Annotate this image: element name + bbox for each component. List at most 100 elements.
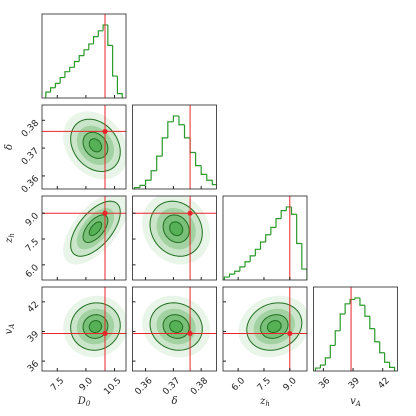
x-axis-label-subscript: h [265,400,270,408]
histogram-step [64,71,70,78]
x-tick-label: 10.5 [102,376,123,397]
x-axis-label-symbol: δ [171,396,177,407]
x-tick-label: 36 [317,376,332,391]
panel-frame [132,286,217,372]
contour [70,200,121,257]
density-level [169,320,183,333]
contour [82,214,109,243]
density-level [163,314,190,339]
histogram-step [344,303,351,315]
y-axis-label: δ [4,144,15,150]
histogram-step [379,341,385,354]
histogram-step [156,155,163,171]
histogram-step [329,344,336,358]
histogram-step [270,226,277,235]
density-level [89,221,102,236]
histogram-step [69,66,75,72]
panel [223,196,307,280]
histogram-step [359,297,365,306]
y-axis-label-symbol: v [4,328,15,334]
y-axis-label-subscript: h [8,233,16,238]
panel [42,105,126,189]
histogram-step [59,76,65,84]
y-axis-label: vA [4,324,16,335]
histogram-step [296,214,302,245]
density-level [70,119,121,172]
density-level [163,214,190,243]
histogram-step [354,297,360,300]
density-level [267,320,282,333]
histogram-step [334,330,341,346]
histogram-step [133,186,141,189]
panel-frame [132,195,217,281]
histogram-step [211,180,217,186]
y-tick-label: 0.37 [20,146,41,167]
histogram-step [234,270,240,275]
histogram-step [107,24,113,47]
y-axis-label-symbol: z [4,237,15,244]
contour [266,320,282,333]
contour [162,314,190,339]
histogram-step [388,362,396,371]
histogram-step [139,184,146,188]
histogram-step [195,152,202,167]
density-level [89,138,102,152]
histogram-step [364,305,370,317]
histogram-step [314,367,321,371]
x-axis-label-subscript: A [355,400,361,408]
x-axis-label-symbol: z [259,396,266,407]
histogram-step [183,124,191,139]
histogram-step [285,206,292,211]
density-level [260,314,289,339]
x-tick-label: 0.36 [133,376,154,397]
histogram-step [49,87,56,93]
y-axis-label: zh [4,233,16,244]
histogram-step [259,241,266,250]
panel-frame [41,286,127,372]
contour [88,138,103,153]
contour [88,221,103,237]
histogram-step [275,218,282,228]
y-tick-label: 0.38 [20,118,41,139]
histogram-step [161,137,168,157]
x-tick-label: 9.0 [78,376,95,393]
histogram-step [374,328,380,343]
y-tick-label: 7.5 [24,237,41,254]
x-axis-label-symbol: v [350,396,356,407]
panel [42,287,126,371]
contour [149,200,203,257]
histogram-step [239,266,246,272]
contour [149,302,203,351]
panel [132,196,217,280]
contour [70,302,121,351]
histogram-step [249,255,256,262]
histogram-step [144,179,152,186]
density-level [169,221,183,236]
y-tick-label: 0.36 [20,174,41,195]
truth-point [187,330,193,337]
histogram-step [116,76,123,98]
panel [42,196,126,280]
density-level [70,302,121,351]
histogram-step [200,165,207,175]
histogram-step [206,174,213,181]
histogram-step [102,24,108,31]
x-tick-label: 0.37 [161,376,182,397]
truth-point [102,330,108,337]
y-axis-label-symbol: δ [4,144,15,150]
panel-frame [41,13,127,99]
y-tick-label: 39 [26,329,41,344]
histogram-step [189,137,196,154]
density-level [83,214,108,243]
histogram-step [301,243,307,280]
histogram-step [244,261,251,267]
truth-point [187,210,193,216]
x-tick-label: 7.5 [49,376,66,393]
histogram-step [290,206,297,215]
panel [314,287,396,371]
x-axis-label: D0 [77,396,91,408]
y-tick-label: 42 [26,300,41,315]
contour [169,320,184,333]
